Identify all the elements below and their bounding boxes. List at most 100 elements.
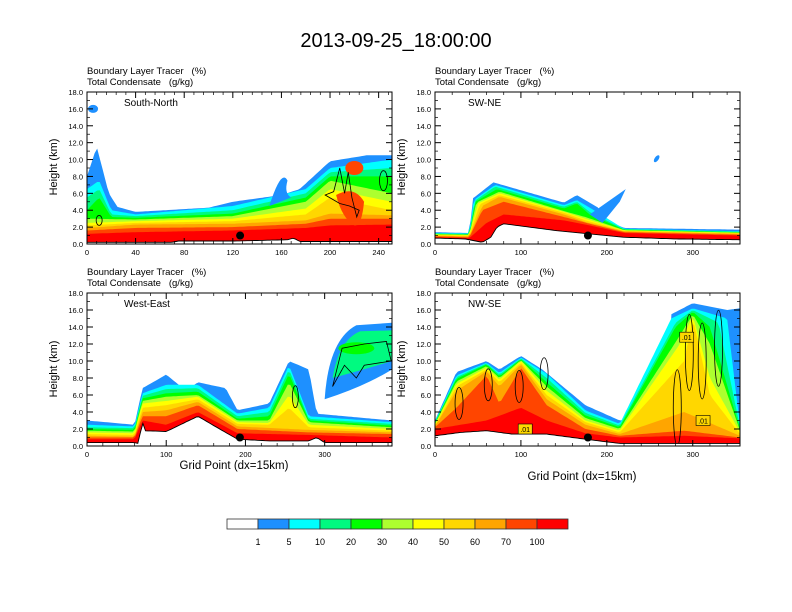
y-tick-label: 6.0 [73,391,83,400]
y-tick-label: 18.0 [416,289,431,298]
anvil-core [338,342,375,355]
y-tick-label: 12.0 [68,340,83,349]
x-tick-label: 300 [318,450,331,459]
condensate-contour [514,370,524,403]
cross-section-label: South-North [124,98,178,109]
colorbar-tick-label: 50 [439,537,449,547]
colorbar-tick-label: 60 [470,537,480,547]
y-tick-label: 12.0 [416,139,431,148]
colorbar-tick-label: 20 [346,537,356,547]
y-tick-label: 16.0 [416,306,431,315]
x-tick-label: 100 [160,450,173,459]
x-tick-label: 160 [275,248,288,257]
x-tick-label: 100 [515,450,528,459]
terrain [87,237,392,244]
colorbar-tick-label: 70 [501,537,511,547]
cross-section-label: NW-SE [468,299,501,310]
x-tick-label: 300 [686,450,699,459]
x-tick-label: 200 [601,450,614,459]
colorbar-tick-label: 30 [377,537,387,547]
condensate-contour [714,309,723,387]
x-tick-label: 120 [227,248,240,257]
y-tick-label: 8.0 [421,172,431,181]
y-tick-label: 12.0 [416,340,431,349]
y-tick-label: 0.0 [73,240,83,249]
contour-label: .01 [695,415,711,426]
condensate-contour [697,322,707,400]
colorbar-swatch [536,518,569,530]
y-tick-label: 10.0 [68,156,83,165]
condensate-contour [379,170,388,192]
tracer-plume [589,189,626,223]
colorbar-swatch [226,518,259,530]
convective-core [345,161,364,175]
tracer-blob [653,155,660,163]
x-tick-label: 0 [433,450,437,459]
condensate-contour [95,214,103,226]
panel-subtitle: Boundary Layer Tracer (%) Total Condensa… [87,66,207,88]
condensate-contour [684,314,694,391]
tracer-field [87,104,392,244]
contour-label: .01 [517,423,533,435]
panel-subtitle: Boundary Layer Tracer (%) Total Condensa… [435,66,555,88]
x-tick-label: 240 [372,248,385,257]
svg-text:.01: .01 [682,335,692,342]
colorbar-swatch [381,518,414,530]
y-tick-label: 10.0 [68,357,83,366]
y-tick-label: 16.0 [68,306,83,315]
y-tick-label: 14.0 [68,323,83,332]
y-tick-label: 0.0 [421,442,431,451]
y-tick-label: 16.0 [416,105,431,114]
y-tick-label: 2.0 [421,223,431,232]
x-axis-label: Grid Point (dx=15km) [179,460,289,472]
y-tick-label: 4.0 [421,408,431,417]
y-tick-label: 16.0 [68,105,83,114]
colorbar-tick-label: 10 [315,537,325,547]
condensate-contour [291,385,299,409]
y-tick-label: 10.0 [416,357,431,366]
y-tick-label: 18.0 [68,289,83,298]
colorbar-svg: 1 5 10 20 30 40 50 60 70 100 [226,518,569,547]
condensate-contour [483,368,493,402]
y-tick-label: 6.0 [73,189,83,198]
y-tick-label: 0.0 [421,240,431,249]
tracer-field [87,322,392,446]
colorbar-tick-label: 5 [286,537,291,547]
location-marker [583,231,592,240]
plot-area: 0.0 2.0 4.0 6.0 8.0 10.0 12.0 14.0 16.0 18.0 0 100 2… [68,289,393,459]
y-tick-label: 18.0 [416,88,431,97]
x-tick-label: 100 [515,248,528,257]
svg-text:.01: .01 [520,427,530,434]
colorbar-tick-label: 40 [408,537,418,547]
colorbar-swatch [350,518,383,530]
plot-area: .01 .01 .01 0.0 2.0 4.0 6.0 8.0 10.0 12.0 14.0 16.0… [416,289,741,459]
cross-section-label: SW-NE [468,98,501,109]
y-tick-label: 6.0 [421,189,431,198]
y-tick-label: 10.0 [416,156,431,165]
y-tick-label: 8.0 [73,172,83,181]
y-tick-label: 2.0 [421,425,431,434]
colorbar-swatch [319,518,352,530]
location-marker [583,433,592,442]
x-axis-label: Grid Point (dx=15km) [527,471,637,483]
tracer-blob [88,104,99,113]
colorbar-tick-label: 100 [529,537,544,547]
colorbar-swatch [257,518,290,530]
figure-title: 2013-09-25_18:00:00 [300,30,492,52]
tracer-plume [269,177,292,206]
y-tick-label: 2.0 [73,223,83,232]
tracer-field: .01 .01 .01 [435,303,740,446]
x-tick-label: 200 [601,248,614,257]
location-marker [236,231,245,240]
x-tick-label: 80 [180,248,188,257]
x-tick-label: 0 [433,248,437,257]
y-tick-label: 14.0 [416,122,431,131]
y-tick-label: 4.0 [421,206,431,215]
x-tick-label: 0 [85,248,89,257]
x-tick-label: 200 [324,248,337,257]
x-tick-label: 200 [239,450,252,459]
condensate-contour [332,341,392,387]
colorbar-swatch [505,518,538,530]
tracer-field [435,155,740,244]
plot-area: 0.0 2.0 4.0 6.0 8.0 10.0 12.0 14.0 16.0 18.0 0 40 80… [68,88,393,257]
